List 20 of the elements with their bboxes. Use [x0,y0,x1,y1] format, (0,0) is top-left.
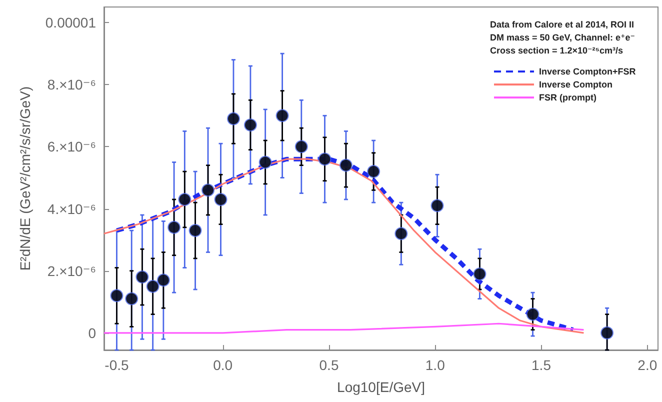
y-tick-label: 8.×10⁻⁶ [47,76,96,93]
annotation: Data from Calore et al 2014, ROI II [490,20,634,30]
y-tick-label: 4.×10⁻⁶ [47,200,96,217]
y-tick-label: 0.00001 [45,14,96,31]
x-tick-label: 1.0 [425,357,446,373]
legend-label: Inverse Compton [539,80,613,90]
x-tick-label: 0.5 [319,357,339,373]
annotation: DM mass = 50 GeV, Channel: e⁺e⁻ [490,32,636,42]
x-tick-label: 1.5 [532,357,552,373]
y-axis-title: E²dN/dE (GeV²/cm²/s/sr/GeV) [17,86,33,271]
legend-label: Inverse Compton+FSR [539,66,636,76]
annotation: Cross section = 1.2×10⁻²⁵cm³/s [490,46,624,56]
y-tick-label: 6.×10⁻⁶ [47,138,96,155]
x-tick-label: -0.5 [104,357,130,373]
y-tick-label: 2.×10⁻⁶ [47,262,96,279]
y-tick-label: 0 [88,324,96,341]
legend-label: FSR (prompt) [539,92,596,102]
x-tick-label: 0.0 [213,357,233,373]
x-axis-title: Log10[E/GeV] [337,379,425,395]
x-tick-label: 2.0 [638,357,658,373]
